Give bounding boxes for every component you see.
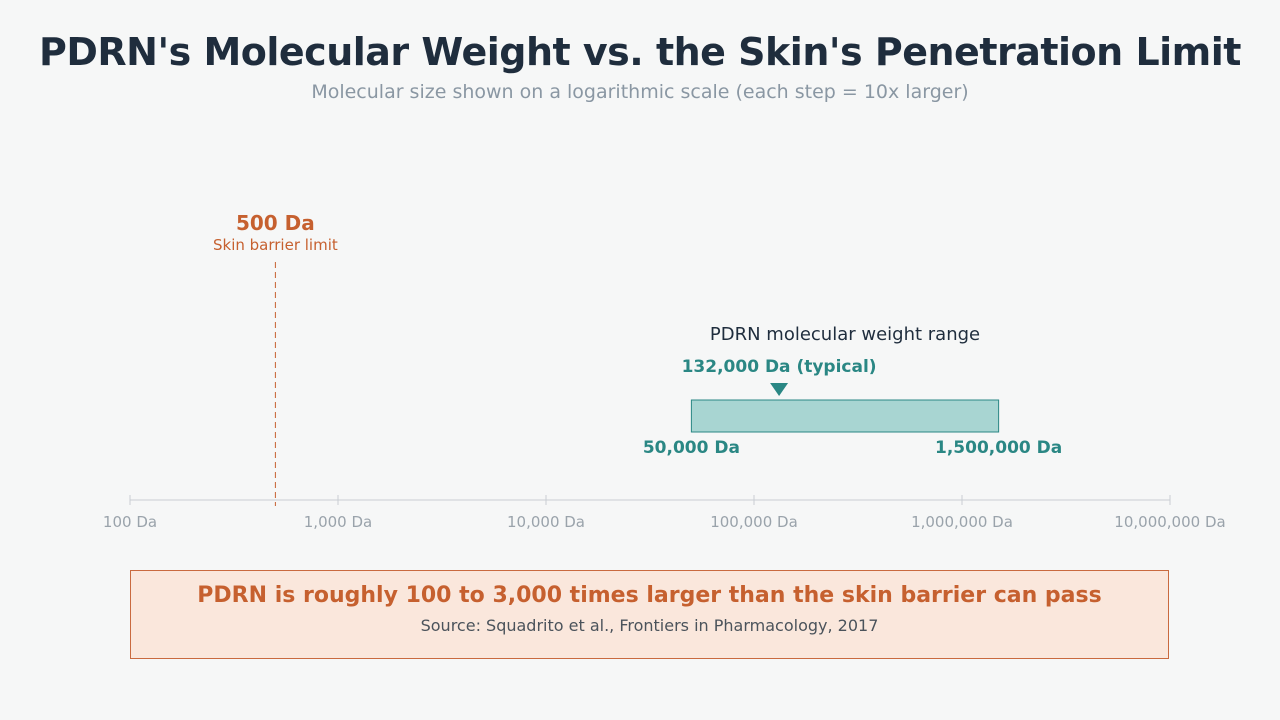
- callout-headline: PDRN is roughly 100 to 3,000 times large…: [197, 583, 1102, 608]
- range-title: PDRN molecular weight range: [710, 324, 980, 345]
- chart-title: PDRN's Molecular Weight vs. the Skin's P…: [39, 30, 1241, 74]
- x-axis-ticks: 100 Da 1,000 Da 10,000 Da 100,000 Da 1,000,0…: [103, 495, 1226, 531]
- x-tick-label: 1,000,000 Da: [911, 513, 1013, 531]
- x-tick-label: 10,000 Da: [507, 513, 585, 531]
- range-bar: [690, 399, 1000, 433]
- threshold-value-label: 500 Da: [236, 211, 315, 235]
- typical-value-label: 132,000 Da (typical): [682, 357, 877, 377]
- chart-subtitle: Molecular size shown on a logarithmic sc…: [311, 81, 969, 103]
- callout-source: Source: Squadrito et al., Frontiers in P…: [420, 616, 879, 635]
- range-min-label: 50,000 Da: [643, 438, 740, 458]
- summary-callout: PDRN is roughly 100 to 3,000 times large…: [130, 570, 1169, 659]
- x-tick-label: 100 Da: [103, 513, 157, 531]
- x-tick-label: 1,000 Da: [304, 513, 372, 531]
- x-tick-label: 100,000 Da: [710, 513, 798, 531]
- log-scale-chart: 100 Da 1,000 Da 10,000 Da 100,000 Da 1,000,0…: [103, 211, 1226, 531]
- threshold-caption: Skin barrier limit: [213, 236, 338, 254]
- x-tick-label: 10,000,000 Da: [1114, 513, 1225, 531]
- typical-marker-triangle: [770, 383, 789, 396]
- range-max-label: 1,500,000 Da: [935, 438, 1062, 458]
